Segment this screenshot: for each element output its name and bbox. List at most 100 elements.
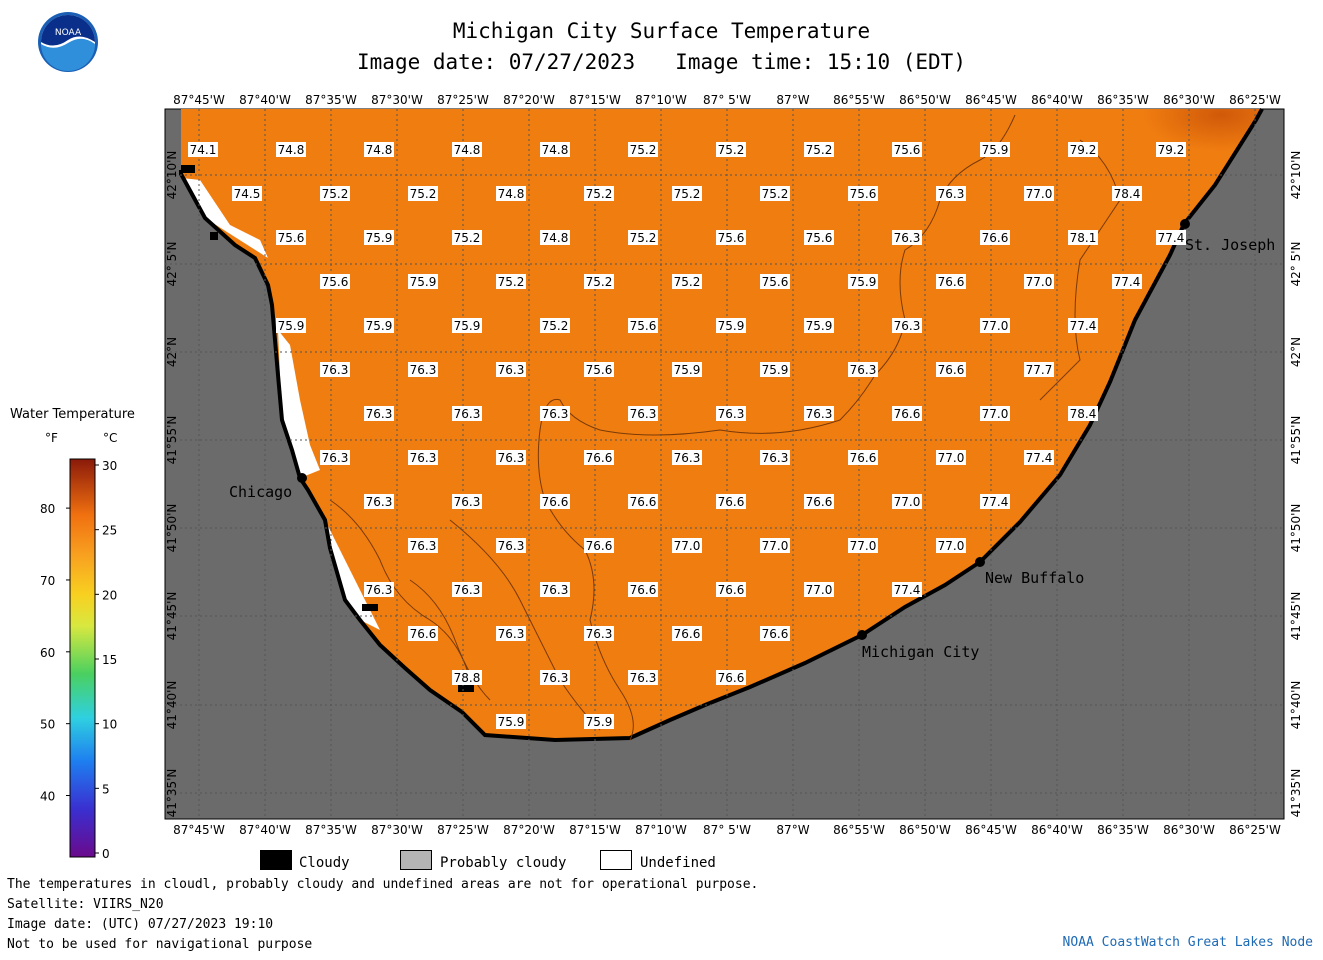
longitude-label: 87°30'W (371, 93, 423, 107)
svg-text:75.9: 75.9 (410, 275, 437, 289)
svg-text:77.7: 77.7 (1026, 363, 1053, 377)
temperature-label: 76.3 (452, 582, 482, 597)
legend-f-tick: 50 (40, 718, 55, 732)
svg-text:75.9: 75.9 (806, 319, 833, 333)
map-title: Michigan City Surface Temperature (452, 19, 871, 43)
svg-text:76.3: 76.3 (366, 583, 393, 597)
key-probably-cloudy-swatch (400, 850, 432, 870)
svg-text:76.6: 76.6 (762, 627, 789, 641)
svg-text:76.6: 76.6 (586, 451, 613, 465)
temperature-label: 76.6 (540, 494, 570, 509)
temperature-label: 76.3 (540, 670, 570, 685)
svg-text:78.1: 78.1 (1070, 231, 1097, 245)
svg-text:77.0: 77.0 (762, 539, 789, 553)
temperature-label: 76.3 (540, 406, 570, 421)
temperature-label: 76.6 (760, 626, 790, 641)
longitude-label: 86°35'W (1097, 93, 1149, 107)
temperature-label: 76.6 (628, 582, 658, 597)
legend-f-tick: 80 (40, 502, 55, 516)
temperature-label: 75.9 (276, 318, 306, 333)
svg-text:75.2: 75.2 (718, 143, 745, 157)
temperature-label: 76.3 (540, 582, 570, 597)
temperature-label: 75.2 (628, 142, 658, 157)
svg-text:75.2: 75.2 (542, 319, 569, 333)
svg-text:79.2: 79.2 (1070, 143, 1097, 157)
legend-unit-c: °C (103, 431, 118, 445)
temperature-label: 77.4 (892, 582, 922, 597)
svg-text:74.1: 74.1 (190, 143, 217, 157)
temperature-label: 74.1 (188, 142, 218, 157)
latitude-label: 42° 5'N (1289, 242, 1303, 287)
svg-text:75.6: 75.6 (278, 231, 305, 245)
legend-unit-f: °F (45, 431, 58, 445)
temperature-label: 75.9 (584, 714, 614, 729)
svg-text:77.4: 77.4 (894, 583, 921, 597)
temperature-label: 75.9 (980, 142, 1010, 157)
temperature-label: 76.3 (496, 538, 526, 553)
legend-c-tick: 0 (102, 847, 110, 861)
svg-text:75.9: 75.9 (454, 319, 481, 333)
svg-text:76.3: 76.3 (410, 451, 437, 465)
svg-text:76.6: 76.6 (410, 627, 437, 641)
temperature-label: 76.3 (364, 494, 394, 509)
svg-text:77.0: 77.0 (982, 319, 1009, 333)
svg-text:77.0: 77.0 (894, 495, 921, 509)
noaa-logo: NOAA (38, 12, 98, 72)
longitude-label: 87°35'W (305, 823, 357, 837)
svg-text:77.0: 77.0 (982, 407, 1009, 421)
svg-text:77.0: 77.0 (674, 539, 701, 553)
temperature-label: 75.2 (628, 230, 658, 245)
latitude-label: 41°50'N (1289, 504, 1303, 553)
latitude-label: 42°10'N (1289, 151, 1303, 200)
temperature-label: 76.3 (804, 406, 834, 421)
temperature-label: 76.6 (408, 626, 438, 641)
temperature-label: 75.2 (672, 186, 702, 201)
longitude-label: 87°10'W (635, 93, 687, 107)
temperature-label: 76.3 (408, 450, 438, 465)
temperature-label: 74.8 (276, 142, 306, 157)
credit-link[interactable]: NOAA CoastWatch Great Lakes Node (1062, 935, 1313, 950)
svg-text:76.6: 76.6 (630, 495, 657, 509)
longitude-label: 87° 5'W (703, 93, 751, 107)
svg-text:76.3: 76.3 (366, 407, 393, 421)
temperature-label: 76.6 (716, 494, 746, 509)
svg-text:76.6: 76.6 (938, 363, 965, 377)
latitude-label: 41°45'N (1289, 592, 1303, 641)
longitude-label: 86°25'W (1229, 93, 1281, 107)
temperature-label: 75.9 (408, 274, 438, 289)
svg-text:75.2: 75.2 (674, 187, 701, 201)
temperature-label: 75.6 (276, 230, 306, 245)
temperature-label: 78.4 (1112, 186, 1142, 201)
temperature-label: 75.2 (584, 186, 614, 201)
svg-text:76.3: 76.3 (762, 451, 789, 465)
longitude-label: 86°55'W (833, 823, 885, 837)
svg-text:78.4: 78.4 (1114, 187, 1141, 201)
city-label-chicago: Chicago (229, 483, 292, 501)
longitude-label: 86°55'W (833, 93, 885, 107)
temperature-label: 76.3 (320, 450, 350, 465)
footer-satellite: Satellite: VIIRS_N20 (7, 897, 164, 912)
footer-utc-date: Image date: (UTC) 07/27/2023 19:10 (7, 917, 274, 932)
temperature-label: 76.3 (936, 186, 966, 201)
svg-text:78.4: 78.4 (1070, 407, 1097, 421)
temperature-label: 76.3 (364, 582, 394, 597)
temperature-label: 76.3 (628, 670, 658, 685)
temperature-label: 79.2 (1156, 142, 1186, 157)
temperature-label: 78.4 (1068, 406, 1098, 421)
legend-title: Water Temperature (10, 407, 135, 422)
svg-text:75.2: 75.2 (674, 275, 701, 289)
svg-text:76.3: 76.3 (586, 627, 613, 641)
longitude-label: 86°40'W (1031, 93, 1083, 107)
temperature-label: 77.0 (936, 450, 966, 465)
temperature-label: 75.2 (408, 186, 438, 201)
svg-text:75.6: 75.6 (322, 275, 349, 289)
temperature-label: 76.3 (760, 450, 790, 465)
temperature-label: 78.1 (1068, 230, 1098, 245)
key-undefined-label: Undefined (640, 855, 716, 871)
svg-text:75.2: 75.2 (586, 187, 613, 201)
latitude-label: 41°45'N (165, 592, 179, 641)
temperature-label: 76.3 (628, 406, 658, 421)
svg-text:76.3: 76.3 (410, 363, 437, 377)
svg-text:76.6: 76.6 (718, 583, 745, 597)
latitude-label: 41°55'N (165, 416, 179, 465)
